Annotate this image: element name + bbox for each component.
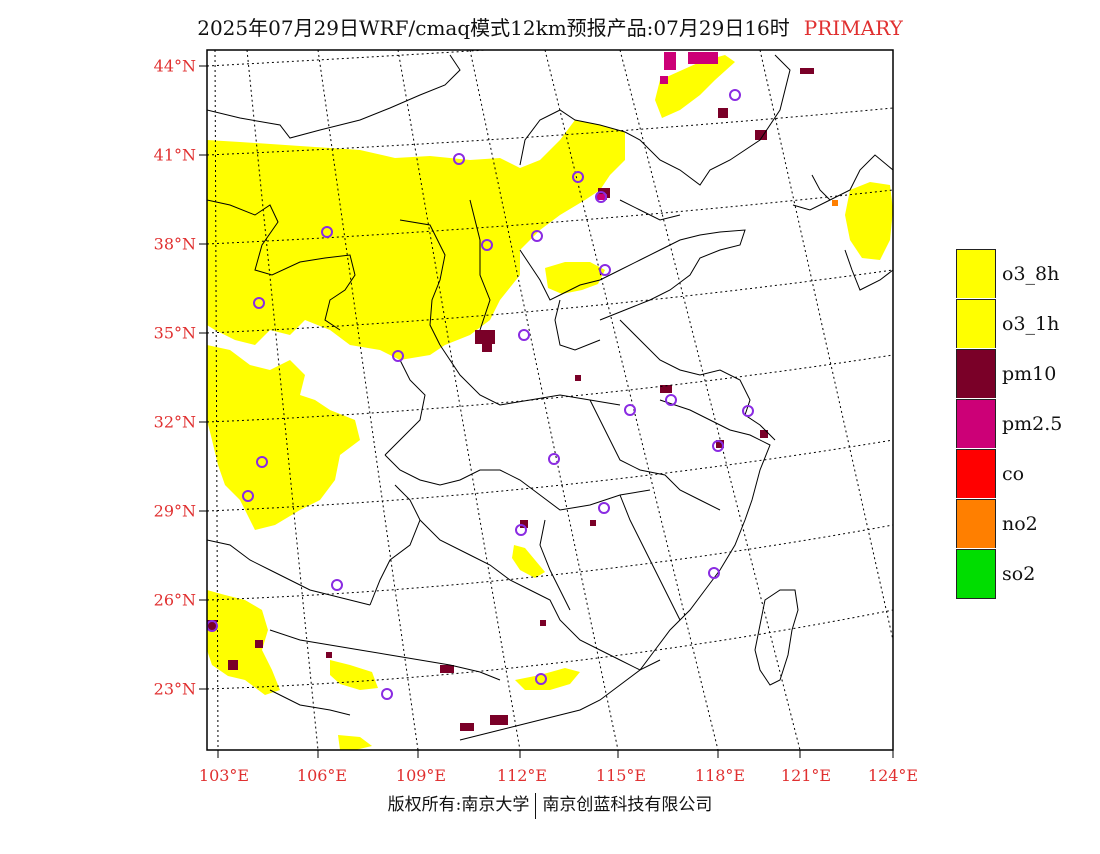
legend-label: o3_8h <box>1002 263 1060 285</box>
o3-region-korea <box>845 182 893 260</box>
legend-swatch <box>956 549 996 599</box>
copyright-company: 南京创蓝科技有限公司 <box>542 795 713 815</box>
graticule <box>207 50 893 750</box>
map-frame <box>206 49 894 751</box>
legend-label: so2 <box>1002 563 1036 585</box>
legend-swatch <box>956 399 996 448</box>
legend-swatch <box>956 299 996 348</box>
lon-label-109e: 109°E <box>395 766 447 785</box>
pm25-overlay <box>597 52 718 200</box>
o3-overlay <box>207 55 893 750</box>
o3-region-shandong <box>545 262 605 294</box>
lat-label-38n: 38°N <box>153 234 196 254</box>
o3-region-north <box>207 120 625 360</box>
o3-region-guangdong <box>515 668 580 690</box>
lat-label-44n: 44°N <box>153 56 196 76</box>
axis-ticks <box>199 65 894 758</box>
lat-label-41n: 41°N <box>153 145 196 165</box>
lat-label-29n: 29°N <box>153 501 196 521</box>
lon-label-112e: 112°E <box>496 766 548 785</box>
o3-region-southwest <box>207 590 280 695</box>
lat-label-32n: 32°N <box>153 412 196 432</box>
legend-label: pm2.5 <box>1002 413 1063 435</box>
lat-label-26n: 26°N <box>153 590 196 610</box>
legend-swatch <box>956 499 996 548</box>
map-title: 2025年07月29日WRF/cmaq模式12km预报产品:07月29日16时 P… <box>0 12 1100 41</box>
lon-label-115e: 115°E <box>595 766 647 785</box>
legend-swatch <box>956 349 996 398</box>
province-boundaries <box>207 54 893 741</box>
copyright-footer: 版权所有:南京大学 南京创蓝科技有限公司 <box>0 790 1100 819</box>
lat-label-35n: 35°N <box>153 323 196 343</box>
lat-label-23n: 23°N <box>153 679 196 699</box>
o3-region-hunan <box>512 545 545 578</box>
o3-region-west <box>207 345 360 530</box>
lon-label-121e: 121°E <box>780 766 832 785</box>
legend-label: no2 <box>1002 513 1038 535</box>
o3-region-beibu <box>338 735 372 750</box>
o3-region-northeast <box>655 55 735 118</box>
legend-label: pm10 <box>1002 363 1057 385</box>
lon-label-124e: 124°E <box>867 766 919 785</box>
copyright-divider <box>535 792 537 819</box>
title-main: 2025年07月29日WRF/cmaq模式12km预报产品:07月29日16时 <box>197 16 790 40</box>
monitoring-stations <box>207 89 754 700</box>
legend-label: co <box>1002 463 1025 485</box>
lon-label-103e: 103°E <box>198 766 250 785</box>
lon-label-106e: 106°E <box>296 766 348 785</box>
copyright-owner: 版权所有:南京大学 <box>387 795 530 815</box>
o3-region-guangxi <box>330 660 378 690</box>
legend-swatch <box>956 449 996 498</box>
legend-label: o3_1h <box>1002 313 1060 335</box>
pm10-overlay <box>207 68 814 731</box>
title-primary-tag: PRIMARY <box>803 16 903 40</box>
lon-label-118e: 118°E <box>694 766 746 785</box>
no2-overlay <box>832 200 838 206</box>
legend-swatch <box>956 249 996 298</box>
